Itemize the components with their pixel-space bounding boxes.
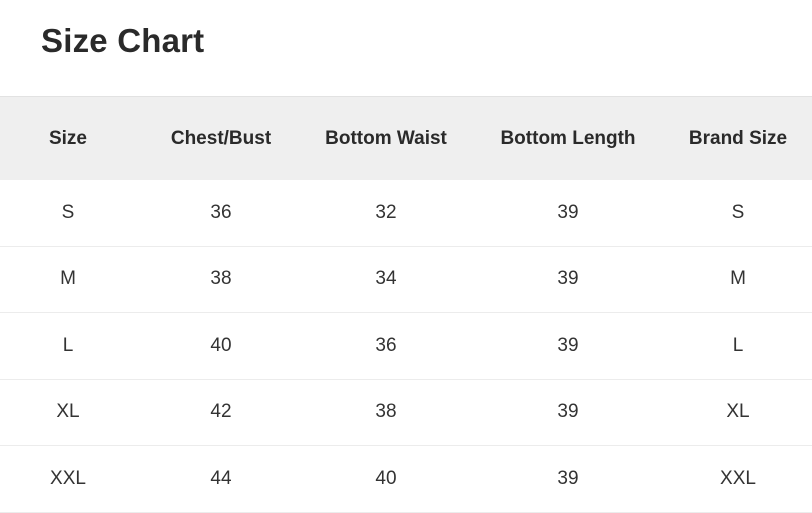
cell-chest-bust: 42 bbox=[210, 401, 232, 423]
table-row: L 40 36 39 L bbox=[0, 313, 812, 380]
cell-chest-bust: 44 bbox=[210, 467, 232, 489]
column-header-bottom-length: Bottom Length bbox=[500, 127, 636, 149]
table-row: XL 42 38 39 XL bbox=[0, 380, 812, 446]
table-row: M 38 34 39 M bbox=[0, 247, 812, 313]
cell-brand-size: M bbox=[730, 268, 746, 290]
cell-brand-size: XL bbox=[726, 401, 750, 423]
cell-size: XL bbox=[56, 401, 80, 423]
table-row: XXL 44 40 39 XXL bbox=[0, 446, 812, 513]
column-header-size: Size bbox=[48, 127, 88, 149]
column-header-brand-size: Brand Size bbox=[688, 127, 788, 149]
cell-size: L bbox=[62, 334, 74, 356]
cell-chest-bust: 38 bbox=[210, 268, 232, 290]
cell-chest-bust: 36 bbox=[210, 201, 232, 223]
cell-bottom-length: 39 bbox=[557, 467, 579, 489]
cell-bottom-waist: 40 bbox=[375, 467, 397, 489]
cell-bottom-length: 39 bbox=[557, 201, 579, 223]
cell-size: M bbox=[60, 268, 76, 290]
size-chart-table: Size Chest/Bust Bottom Waist Bottom Leng… bbox=[0, 96, 812, 513]
column-header-bottom-waist: Bottom Waist bbox=[325, 127, 447, 149]
cell-bottom-waist: 36 bbox=[375, 334, 397, 356]
cell-size: S bbox=[61, 201, 75, 223]
cell-bottom-length: 39 bbox=[557, 401, 579, 423]
cell-size: XXL bbox=[50, 467, 86, 489]
cell-bottom-waist: 34 bbox=[375, 268, 397, 290]
cell-brand-size: XXL bbox=[720, 467, 756, 489]
cell-brand-size: S bbox=[731, 201, 745, 223]
cell-chest-bust: 40 bbox=[210, 334, 232, 356]
cell-bottom-length: 39 bbox=[557, 334, 579, 356]
column-header-chest-bust: Chest/Bust bbox=[170, 127, 272, 149]
table-header-row: Size Chest/Bust Bottom Waist Bottom Leng… bbox=[0, 97, 812, 180]
page-title: Size Chart bbox=[41, 22, 205, 59]
cell-bottom-waist: 32 bbox=[375, 201, 397, 223]
cell-bottom-waist: 38 bbox=[375, 401, 397, 423]
cell-brand-size: L bbox=[732, 334, 744, 356]
table-row: S 36 32 39 S bbox=[0, 180, 812, 247]
cell-bottom-length: 39 bbox=[557, 268, 579, 290]
